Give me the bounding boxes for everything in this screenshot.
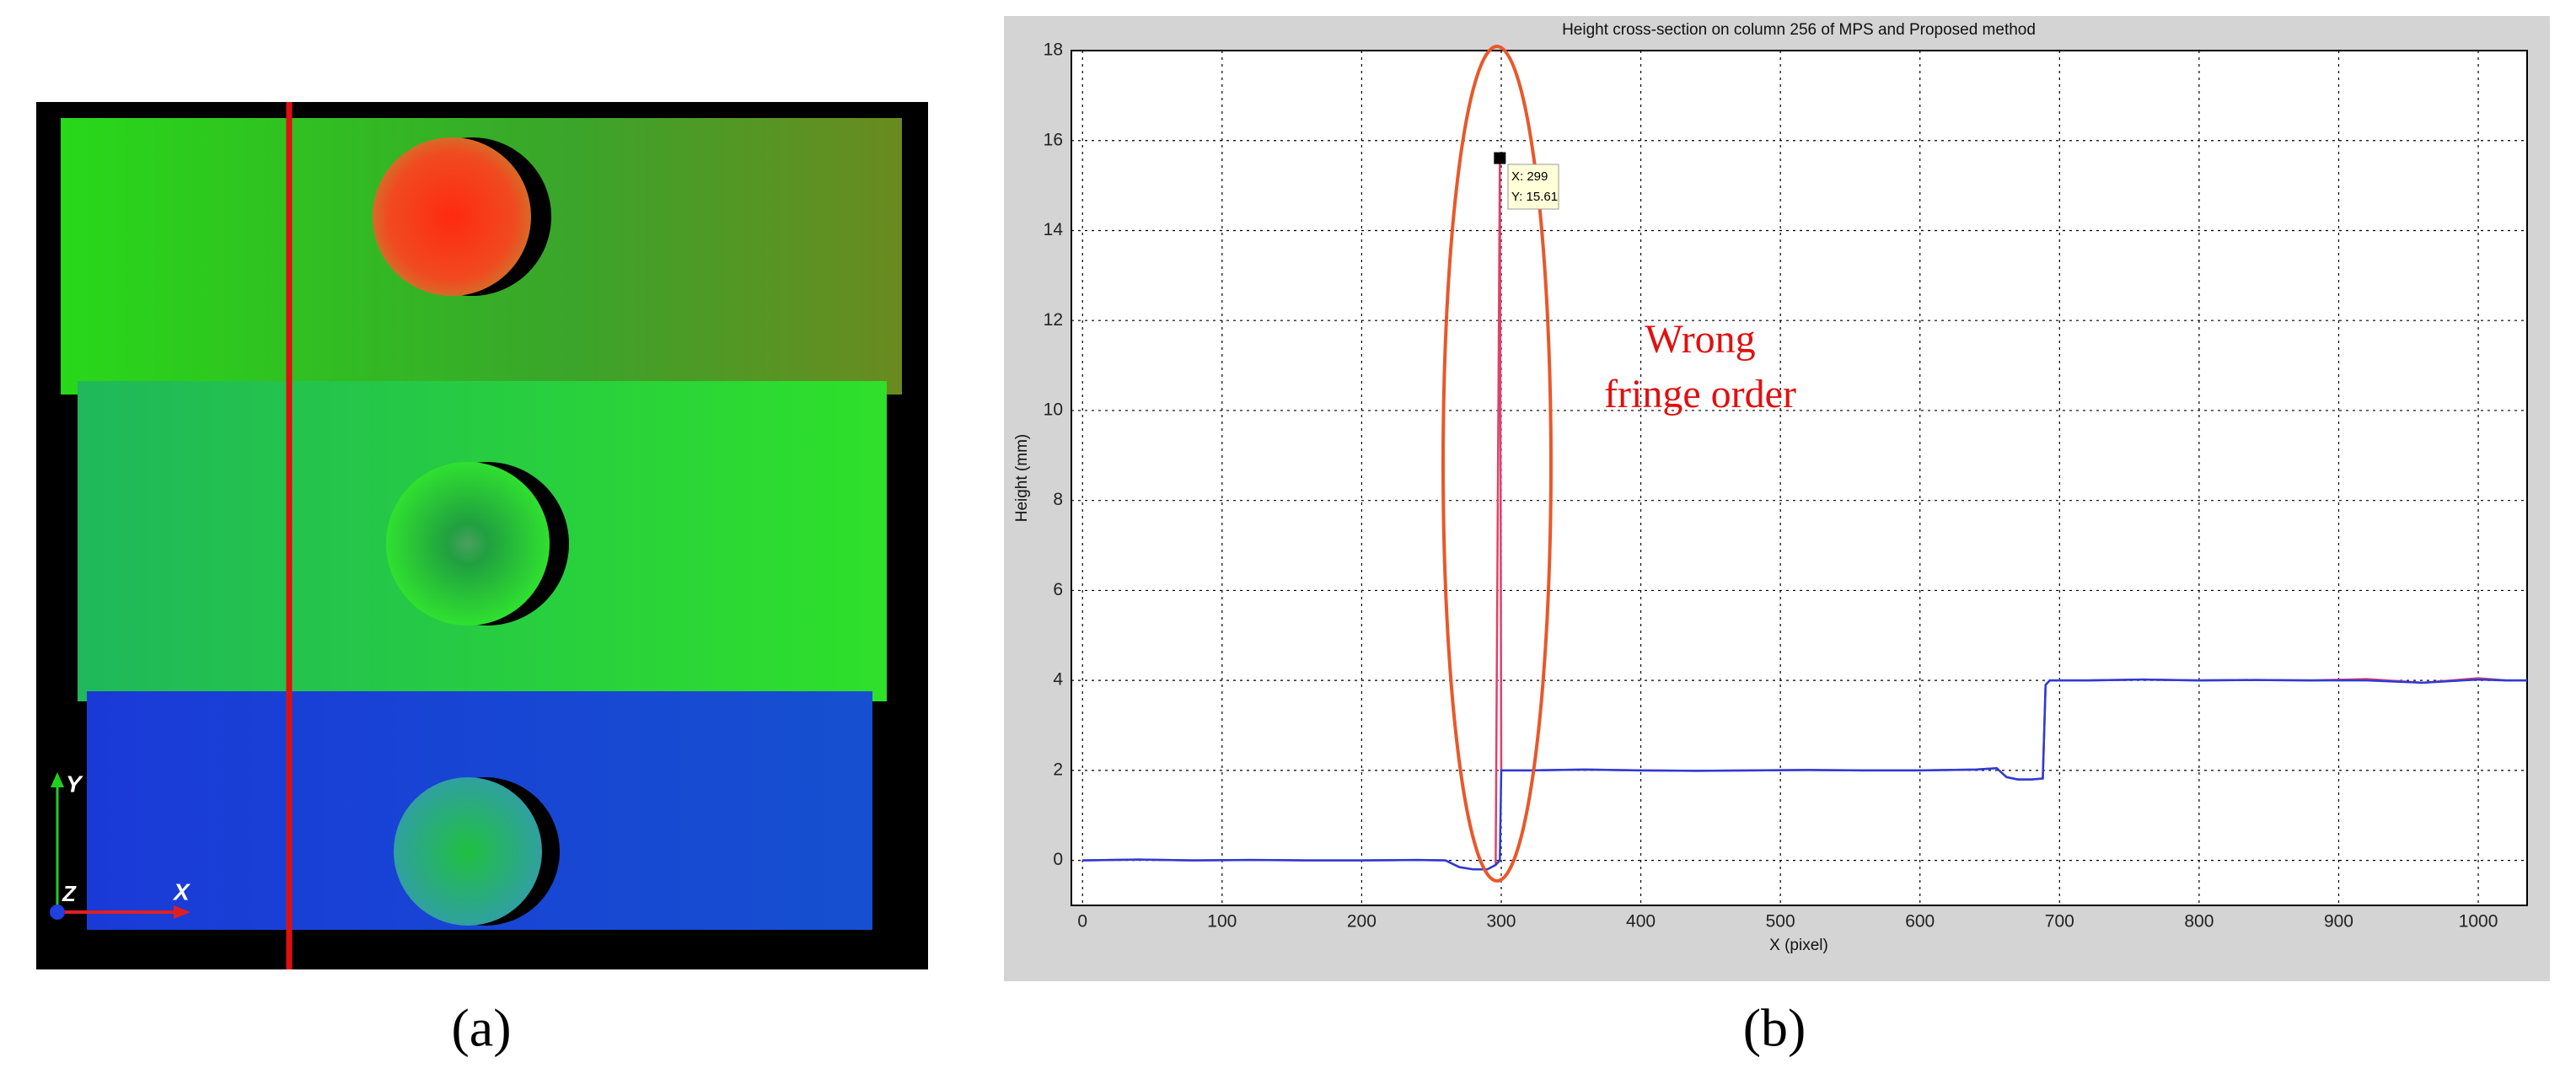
x-axis-label: X (pixel) xyxy=(1769,937,1828,954)
x-tick-label: 500 xyxy=(1766,912,1795,932)
y-tick-label: 4 xyxy=(1053,670,1063,690)
x-tick-label: 0 xyxy=(1077,912,1087,932)
axis-label: Z xyxy=(62,881,77,906)
y-tick-label: 10 xyxy=(1044,400,1063,419)
datatip-text: Y: 15.61 xyxy=(1511,190,1558,204)
x-tick-label: 600 xyxy=(1905,912,1935,932)
x-tick-label: 800 xyxy=(2184,912,2214,932)
x-tick-label: 400 xyxy=(1626,912,1656,932)
y-axis-label: Height (mm) xyxy=(1013,434,1031,523)
axis-label: Y xyxy=(66,771,83,797)
caption: (a) xyxy=(451,998,511,1058)
plot-area xyxy=(1071,50,2528,906)
annotation: fringe order xyxy=(1604,372,1796,416)
y-tick-label: 2 xyxy=(1053,760,1063,779)
series-line xyxy=(1082,678,2527,871)
chart-title: Height cross-section on column 256 of MP… xyxy=(1562,21,2036,39)
axis-label: X xyxy=(172,878,191,905)
y-tick-label: 14 xyxy=(1044,220,1064,239)
x-tick-label: 900 xyxy=(2324,912,2353,932)
x-tick-label: 700 xyxy=(2045,912,2074,932)
x-tick-label: 300 xyxy=(1486,912,1516,932)
y-tick-label: 16 xyxy=(1044,130,1063,149)
x-tick-label: 1000 xyxy=(2459,912,2498,932)
panel-a: Y Z X xyxy=(36,102,928,969)
x-tick-label: 200 xyxy=(1347,912,1377,932)
y-tick-label: 8 xyxy=(1053,490,1063,509)
plot: 0 2 4 6 8 10 12 14 16 18 0 100 200 300 400 500 600 700 800… xyxy=(1044,40,2527,932)
datatip-marker xyxy=(1494,152,1506,164)
x-tick-label: 100 xyxy=(1207,912,1237,932)
y-tick-label: 0 xyxy=(1053,850,1063,869)
highlight-ellipse xyxy=(1441,45,1553,883)
caption: (b) xyxy=(1743,998,1806,1058)
y-tick-label: 12 xyxy=(1044,310,1063,330)
y-tick-label: 6 xyxy=(1053,580,1063,599)
datatip-text: X: 299 xyxy=(1511,169,1548,184)
datatip xyxy=(1507,164,1559,210)
annotation: Wrong xyxy=(1645,317,1755,362)
y-tick-label: 18 xyxy=(1044,40,1063,60)
